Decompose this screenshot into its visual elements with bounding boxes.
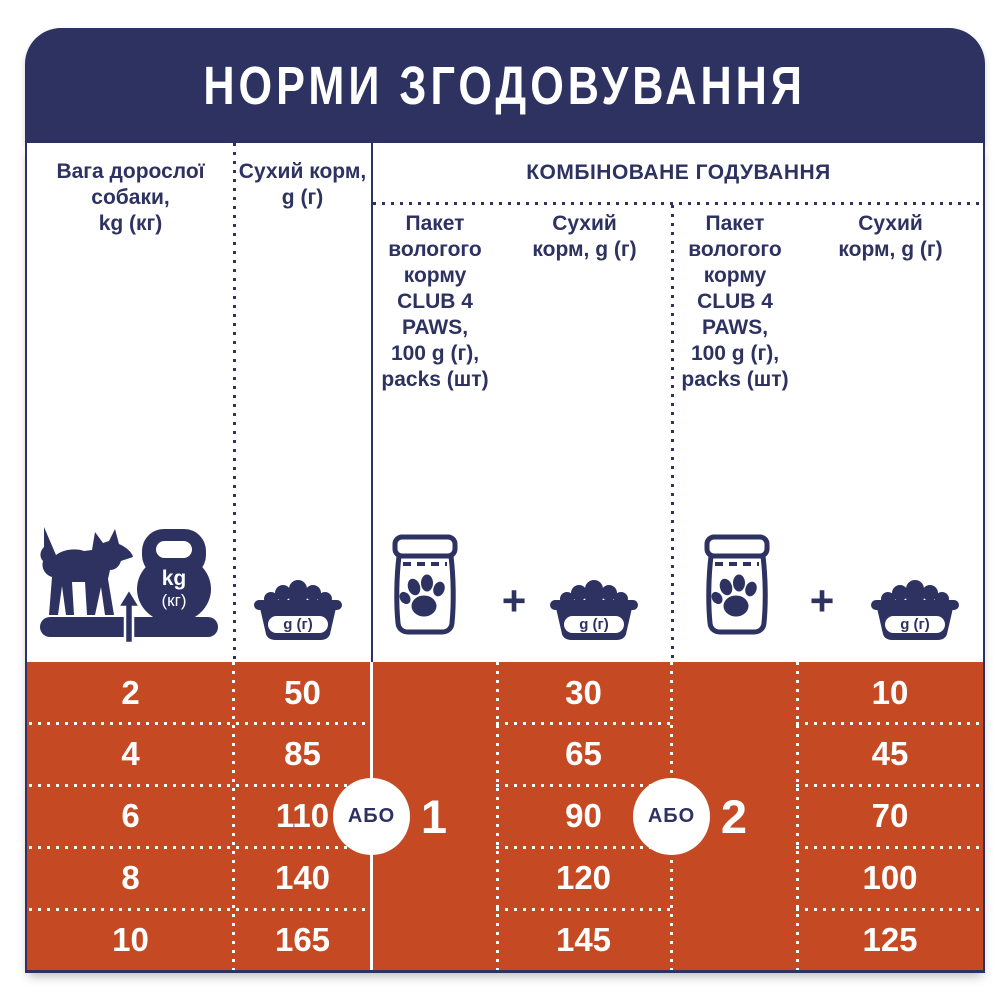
weigh-arrow-icon bbox=[115, 586, 143, 645]
kettlebell-kg-cyr-label: (кг) bbox=[162, 591, 187, 610]
food-bowl-icon: g (г) bbox=[254, 580, 342, 640]
subheader-wet-pack-1: Пакет вологого корму CLUB 4 PAWS, 100 g … bbox=[381, 212, 489, 391]
combined1-dry-value: 90 bbox=[565, 797, 602, 834]
weight-value: 6 bbox=[121, 797, 140, 834]
row-divider bbox=[29, 784, 370, 787]
grid-divider bbox=[496, 662, 499, 970]
plus-icon: + bbox=[809, 577, 835, 624]
col-header-weight: Вага дорослої собаки, kg (кг) bbox=[56, 160, 205, 235]
dry-food-value: 110 bbox=[275, 797, 330, 834]
kettlebell-hole bbox=[156, 541, 192, 558]
row-divider bbox=[796, 722, 981, 725]
combined2-dry-value: 100 bbox=[862, 859, 918, 896]
row-divider bbox=[29, 722, 370, 725]
paw-print-icon bbox=[711, 574, 757, 617]
subheader-dry-2: Сухий корм, g (г) bbox=[838, 212, 943, 261]
or-badge: АБО bbox=[333, 778, 410, 855]
data-grid: 2 4 6 8 10 50 85 110 140 165 1 30 65 90 … bbox=[27, 662, 983, 970]
food-bowl-icon: g (г) bbox=[550, 580, 638, 640]
plus-icon: + bbox=[501, 577, 527, 624]
col-header-combined-band: КОМБІНОВАНЕ ГОДУВАННЯ bbox=[372, 143, 985, 203]
kettlebell-kg-label: kg bbox=[162, 567, 187, 590]
weight-value: 4 bbox=[121, 735, 140, 772]
divider-combined-options bbox=[671, 205, 674, 662]
wet-food-pouch-icon bbox=[392, 534, 458, 635]
dry-food-value: 50 bbox=[284, 673, 321, 711]
combined2-dry-value: 10 bbox=[871, 673, 909, 711]
page-title: НОРМИ ЗГОДОВУВАННЯ bbox=[203, 55, 807, 116]
col-header-combined: КОМБІНОВАНЕ ГОДУВАННЯ bbox=[526, 161, 831, 184]
weight-value: 2 bbox=[121, 673, 140, 711]
bowl-unit-label: g (г) bbox=[283, 616, 313, 633]
kettlebell-body bbox=[137, 555, 211, 623]
row-divider bbox=[496, 784, 670, 787]
row-divider bbox=[496, 846, 670, 849]
dry-food-value: 85 bbox=[284, 735, 321, 772]
combined1-dry-value: 120 bbox=[555, 859, 612, 896]
dog-silhouette bbox=[40, 527, 134, 615]
combined2-dry-value: 45 bbox=[871, 735, 909, 772]
combined2-packs-value: 2 bbox=[720, 789, 748, 843]
weight-value: 10 bbox=[112, 920, 149, 958]
bowl-unit-label: g (г) bbox=[579, 616, 609, 633]
combined1-packs-value: 1 bbox=[420, 789, 448, 843]
combined1-dry-value: 145 bbox=[555, 920, 612, 958]
row-divider bbox=[796, 846, 981, 849]
row-divider bbox=[496, 908, 670, 911]
col-header-dry: Сухий корм, g (г) bbox=[238, 160, 367, 209]
bowl-unit-label: g (г) bbox=[900, 616, 930, 633]
combined1-dry-value: 65 bbox=[565, 735, 602, 772]
weight-value: 8 bbox=[121, 859, 140, 896]
wet-food-pouch-icon bbox=[704, 534, 770, 635]
card-header: НОРМИ ЗГОДОВУВАННЯ bbox=[25, 28, 985, 143]
row-divider bbox=[29, 908, 370, 911]
dog-weight-scale-icon: kg (кг) bbox=[40, 527, 218, 645]
grid-divider bbox=[232, 662, 235, 970]
food-bowl-icon: g (г) bbox=[871, 580, 959, 640]
row-divider bbox=[496, 722, 670, 725]
divider-dry-combined bbox=[371, 143, 373, 662]
dry-food-value: 165 bbox=[274, 920, 331, 958]
combined2-dry-value: 125 bbox=[862, 920, 918, 958]
paw-print-icon bbox=[399, 574, 445, 617]
divider-combined-subheader bbox=[373, 202, 983, 205]
row-divider bbox=[796, 908, 981, 911]
subheader-wet-pack-2: Пакет вологого корму CLUB 4 PAWS, 100 g … bbox=[681, 212, 789, 391]
combined2-dry-value: 70 bbox=[871, 797, 909, 834]
row-divider bbox=[29, 846, 370, 849]
combined1-dry-value: 30 bbox=[565, 673, 602, 711]
or-badge: АБО bbox=[633, 778, 710, 855]
feeding-table: Вага дорослої собаки, kg (кг) Сухий корм… bbox=[25, 143, 985, 973]
subheader-dry-1: Сухий корм, g (г) bbox=[532, 212, 637, 261]
divider-weight-dry bbox=[233, 143, 236, 662]
row-divider bbox=[796, 784, 981, 787]
grid-divider bbox=[796, 662, 799, 970]
dry-food-value: 140 bbox=[274, 859, 331, 896]
